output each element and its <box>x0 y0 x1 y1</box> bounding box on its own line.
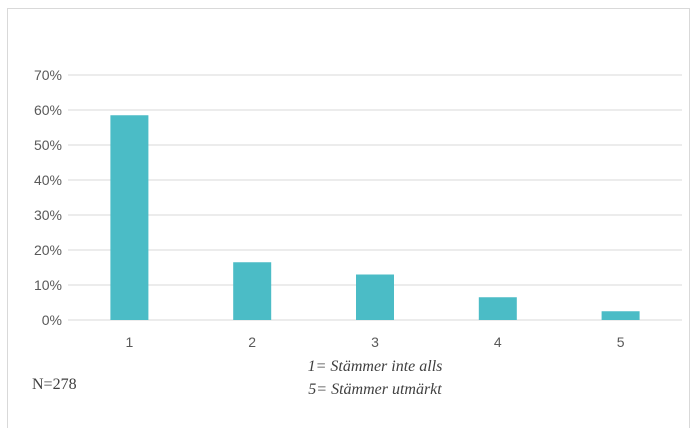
bar-5 <box>601 311 640 320</box>
y-tick-label: 20% <box>34 242 62 258</box>
bar-2 <box>233 262 272 320</box>
y-tick-label: 40% <box>34 172 62 188</box>
x-tick-label: 4 <box>494 334 502 350</box>
y-tick-label: 10% <box>34 277 62 293</box>
sample-size-label: N=278 <box>32 376 77 393</box>
scale-note-low: 1= Stämmer inte alls <box>307 358 443 375</box>
x-tick-label: 2 <box>248 334 256 350</box>
x-tick-label: 3 <box>371 334 379 350</box>
scale-note-high: 5= Stämmer utmärkt <box>308 381 442 398</box>
x-tick-label: 1 <box>126 334 134 350</box>
bar-3 <box>356 274 394 320</box>
y-tick-label: 60% <box>34 102 62 118</box>
bar-1 <box>110 115 149 320</box>
x-tick-label: 5 <box>617 334 625 350</box>
y-tick-label: 70% <box>34 67 62 83</box>
bar-chart: 0% 10% 20% 30% 40% 50% 60% 70% 1 2 3 4 5 <box>34 67 682 350</box>
y-tick-label: 0% <box>42 312 62 328</box>
bar-4 <box>478 297 517 320</box>
y-tick-label: 50% <box>34 137 62 153</box>
y-tick-label: 30% <box>34 207 62 223</box>
